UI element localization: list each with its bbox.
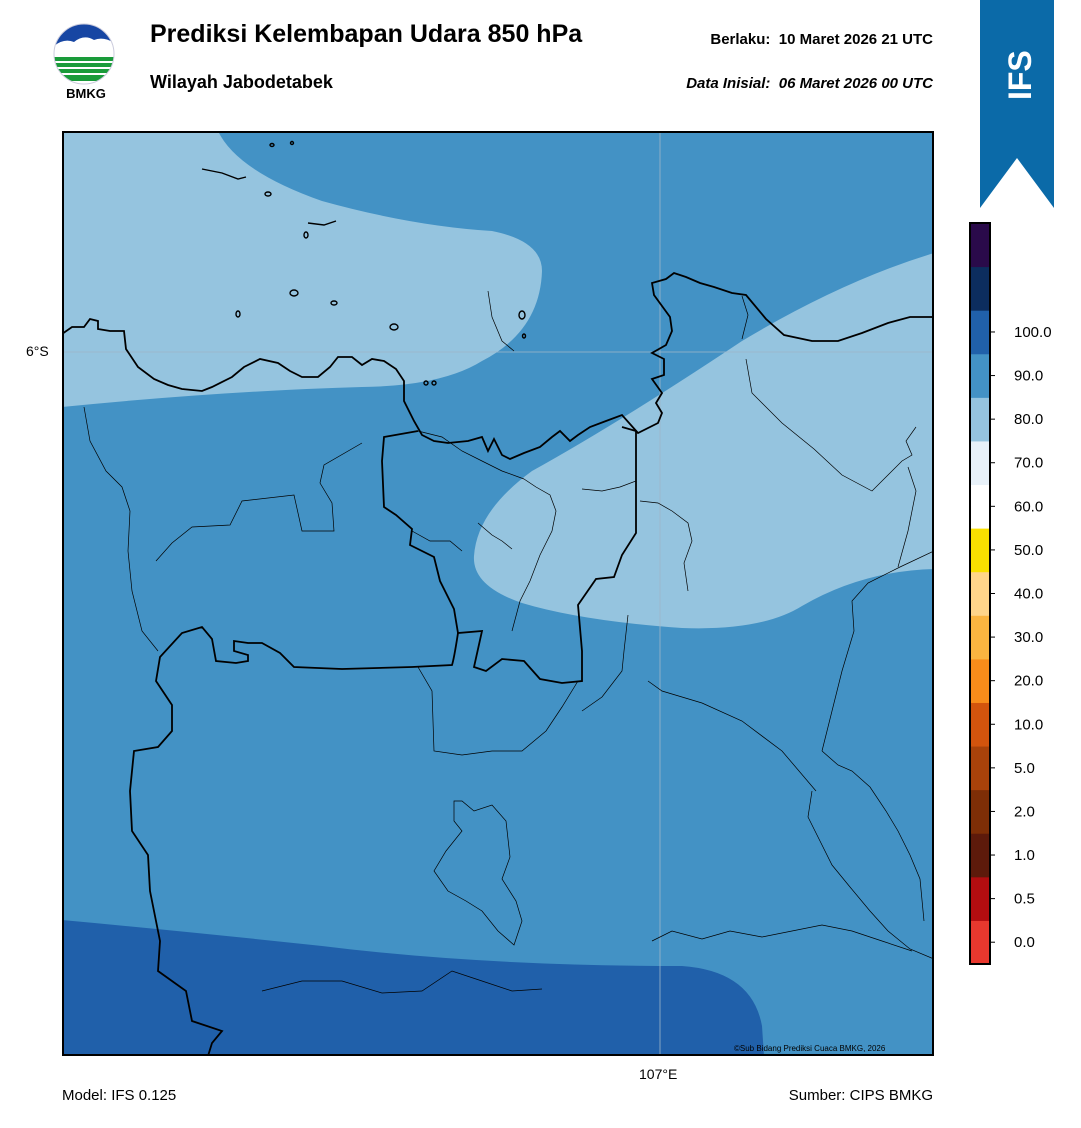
colorbar-swatch: [970, 920, 990, 965]
colorbar-tick-label: 90.0: [1014, 368, 1043, 385]
humidity-map: [62, 131, 934, 1056]
map-canvas: [62, 131, 934, 1056]
coastline: [62, 271, 934, 460]
page-title: Prediksi Kelembapan Udara 850 hPa: [150, 20, 583, 48]
model-info: Model: IFS 0.125: [62, 1087, 177, 1104]
bmkg-logo: BMKG: [50, 20, 122, 102]
valid-value: 10 Maret 2026 21 UTC: [778, 31, 933, 48]
humidity-zone-60-70-east: [473, 253, 934, 629]
colorbar-swatch: [970, 789, 990, 834]
logo-text: BMKG: [66, 86, 106, 101]
colorbar-swatch: [970, 746, 990, 791]
colorbar-tick-label: 80.0: [1014, 411, 1043, 428]
colorbar: 0.0 0.5 1.0 2.0 5.0 10.0 20.0 30.0 40.0 50.0 60.0 7…: [968, 222, 1078, 968]
latitude-label: 6°S: [26, 343, 49, 359]
colorbar-swatch: [970, 353, 990, 398]
colorbar-tick-label: 60.0: [1014, 498, 1043, 515]
colorbar-tick-label: 20.0: [1014, 673, 1043, 690]
colorbar-swatch: [970, 702, 990, 747]
colorbar-swatch: [970, 310, 990, 355]
thousand-islands: [201, 140, 527, 386]
colorbar-tick-label: 5.0: [1014, 760, 1035, 777]
valid-label: Berlaku:: [710, 31, 771, 48]
colorbar-tick-label: 30.0: [1014, 629, 1043, 646]
colorbar-swatch: [970, 440, 990, 486]
colorbar-swatch: [970, 876, 990, 921]
regency-borders: [83, 290, 934, 994]
colorbar-tick-label: 2.0: [1014, 803, 1035, 820]
map-copyright: ©Sub Bidang Prediksi Cuaca BMKG, 2026: [734, 1044, 886, 1053]
ribbon-text: IFS: [1002, 50, 1038, 100]
colorbar-swatch: [970, 223, 990, 268]
humidity-zone-60-70-northwest: [62, 131, 542, 407]
colorbar-swatch: [970, 266, 990, 311]
init-value: 06 Maret 2026 00 UTC: [778, 75, 933, 92]
colorbar-swatch: [970, 528, 990, 573]
init-label: Data Inisial:: [686, 75, 771, 92]
colorbar-tick-label: 1.0: [1014, 847, 1035, 864]
colorbar-swatch: [970, 571, 990, 616]
colorbar-tick-label: 10.0: [1014, 716, 1043, 733]
ribbon-shape: [980, 0, 1054, 208]
valid-time: Berlaku: 10 Maret 2026 21 UTC: [710, 31, 933, 48]
jakarta-province-border: [381, 426, 637, 684]
colorbar-swatch: [970, 484, 990, 529]
colorbar-swatch: [970, 658, 990, 703]
humidity-zone-80-90-south: [62, 920, 764, 1056]
bmkg-logo-icon: BMKG: [53, 23, 115, 101]
colorbar-swatch: [970, 833, 990, 878]
colorbar-tick-label: 70.0: [1014, 455, 1043, 472]
longitude-label: 107°E: [639, 1066, 678, 1082]
colorbar-tick-label: 40.0: [1014, 586, 1043, 603]
colorbar-tick-label: 50.0: [1014, 542, 1043, 559]
colorbar-tick-label: 0.5: [1014, 891, 1035, 908]
colorbar-swatch: [970, 397, 990, 442]
page-subtitle: Wilayah Jabodetabek: [150, 72, 333, 92]
colorbar-swatch: [970, 615, 990, 660]
map-frame: [62, 131, 934, 1056]
colorbar-tick-label: 100.0: [1014, 324, 1052, 341]
data-source: Sumber: CIPS BMKG: [788, 1087, 933, 1104]
colorbar-tick-label: 0.0: [1014, 934, 1035, 951]
model-ribbon: IFS: [980, 0, 1054, 210]
colorbar-canvas: 0.0 0.5 1.0 2.0 5.0 10.0 20.0 30.0 40.0 50.0 60.0 7…: [969, 222, 1052, 965]
init-time: Data Inisial: 06 Maret 2026 00 UTC: [686, 75, 933, 92]
banten-province-border: [129, 625, 459, 1056]
